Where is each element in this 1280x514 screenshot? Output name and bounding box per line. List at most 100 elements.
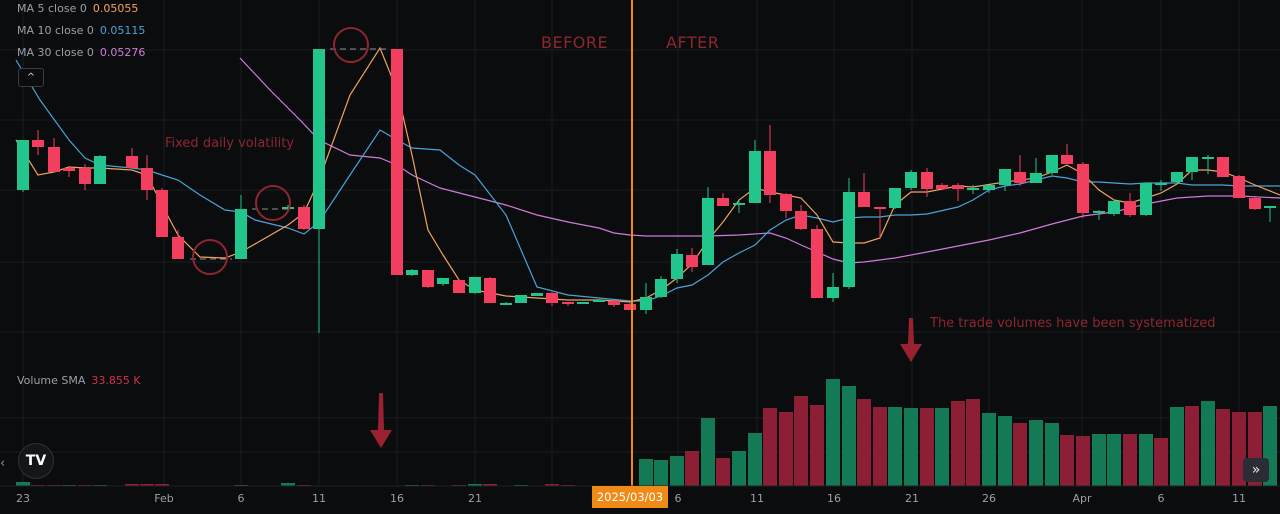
volume-sma-label: Volume SMA	[17, 374, 86, 387]
volume-bar	[779, 412, 793, 486]
candle-body	[905, 172, 917, 188]
volume-bar	[904, 408, 918, 486]
candle-body	[608, 301, 620, 305]
volume-bar	[1029, 420, 1043, 486]
candle-body	[1249, 198, 1261, 209]
volume-bar	[1185, 406, 1199, 486]
x-tick-label: 23	[16, 492, 30, 505]
candle-body	[17, 140, 29, 190]
volume-bar	[1076, 436, 1090, 486]
volume-bar	[1216, 409, 1230, 486]
ma30-line	[239, 57, 1280, 264]
candle-body	[79, 168, 91, 184]
highlight-circles	[192, 27, 369, 275]
ma5-label: MA 5 close 0	[17, 2, 87, 15]
candle-body	[1030, 173, 1042, 183]
candle-body	[235, 209, 247, 259]
candle-body	[733, 203, 745, 205]
candle-body	[562, 302, 574, 304]
ma10-line	[15, 59, 1280, 302]
x-tick-label: 6	[674, 492, 682, 505]
scroll-left-icon[interactable]: ‹	[0, 456, 6, 471]
candle-body	[94, 156, 106, 184]
x-tick-label: 11	[750, 492, 764, 505]
volume-bar	[155, 484, 169, 486]
down-arrow-icon	[370, 393, 392, 448]
annotation-after: AFTER	[666, 33, 720, 52]
volume-bar	[670, 456, 684, 486]
volume-bar	[951, 401, 965, 486]
annotation-volumes-systematized: The trade volumes have been systematized	[930, 316, 1216, 331]
volume-bar	[1201, 401, 1215, 486]
legend-ma5: MA 5 close 0 0.05055	[17, 2, 138, 15]
candle-body	[795, 211, 807, 229]
candle-body	[843, 192, 855, 287]
dashed-price-levels	[190, 48, 388, 260]
volume-bar	[639, 459, 653, 486]
volume-bar	[763, 408, 777, 486]
candle-body	[391, 49, 403, 275]
candle-body	[437, 278, 449, 284]
chevron-up-icon: ^	[26, 72, 36, 83]
volume-bar	[888, 407, 902, 486]
volume-bar	[545, 484, 559, 486]
candle-body	[1046, 155, 1058, 173]
volume-bar	[1045, 423, 1059, 486]
volume-bar	[1154, 438, 1168, 486]
highlight-circle	[333, 27, 369, 63]
scroll-to-realtime-button[interactable]: »	[1243, 458, 1269, 482]
candle-body	[1171, 172, 1183, 182]
x-tick-label: 21	[468, 492, 482, 505]
volume-bar	[483, 484, 497, 486]
volume-bar	[826, 379, 840, 486]
legend-ma30: MA 30 close 0 0.05276	[17, 46, 145, 59]
volume-bar	[716, 458, 730, 486]
x-tick-label: 11	[312, 492, 326, 505]
candle-body	[1061, 155, 1073, 164]
grid-lines	[0, 0, 1280, 486]
candle-body	[1014, 172, 1026, 183]
candle-body	[811, 229, 823, 298]
candle-body	[921, 172, 933, 189]
candle-body	[500, 303, 512, 305]
ma10-value: 0.05115	[99, 24, 146, 37]
candle-body	[952, 185, 964, 189]
volume-bar	[654, 460, 668, 486]
volume-bar	[1060, 435, 1074, 486]
candle-body	[702, 198, 714, 265]
annotation-arrows	[370, 318, 922, 448]
collapse-legend-button[interactable]: ^	[18, 68, 44, 87]
candle-body	[469, 277, 481, 293]
volume-bar	[842, 386, 856, 486]
volume-bar	[966, 399, 980, 486]
x-tick-label: 6	[237, 492, 245, 505]
volume-bar	[920, 408, 934, 486]
candle-body	[1140, 183, 1152, 215]
candle-body	[141, 168, 153, 190]
candle-body	[717, 198, 729, 206]
volume-bar	[732, 451, 746, 486]
candle-body	[515, 295, 527, 303]
candle-body	[1077, 164, 1089, 213]
volume-sma-value: 33.855 K	[91, 374, 141, 387]
candle-body	[936, 185, 948, 189]
candle-body	[453, 280, 465, 293]
candle-body	[172, 237, 184, 259]
candle-body	[531, 293, 543, 296]
annotation-before: BEFORE	[541, 33, 609, 52]
candle-body	[999, 169, 1011, 185]
ma30-path	[239, 57, 1280, 264]
candle-body	[780, 194, 792, 211]
volume-bar	[748, 433, 762, 486]
candle-body	[686, 255, 698, 267]
volume-bar	[1170, 407, 1184, 486]
volume-bar	[1092, 434, 1106, 486]
volume-bar	[1123, 434, 1137, 486]
candle-body	[749, 151, 761, 203]
volume-bar	[1107, 434, 1121, 486]
ma30-value: 0.05276	[99, 46, 146, 59]
volume-bar	[701, 418, 715, 486]
volume-bar	[857, 399, 871, 486]
tradingview-logo[interactable]: TV	[18, 443, 54, 479]
